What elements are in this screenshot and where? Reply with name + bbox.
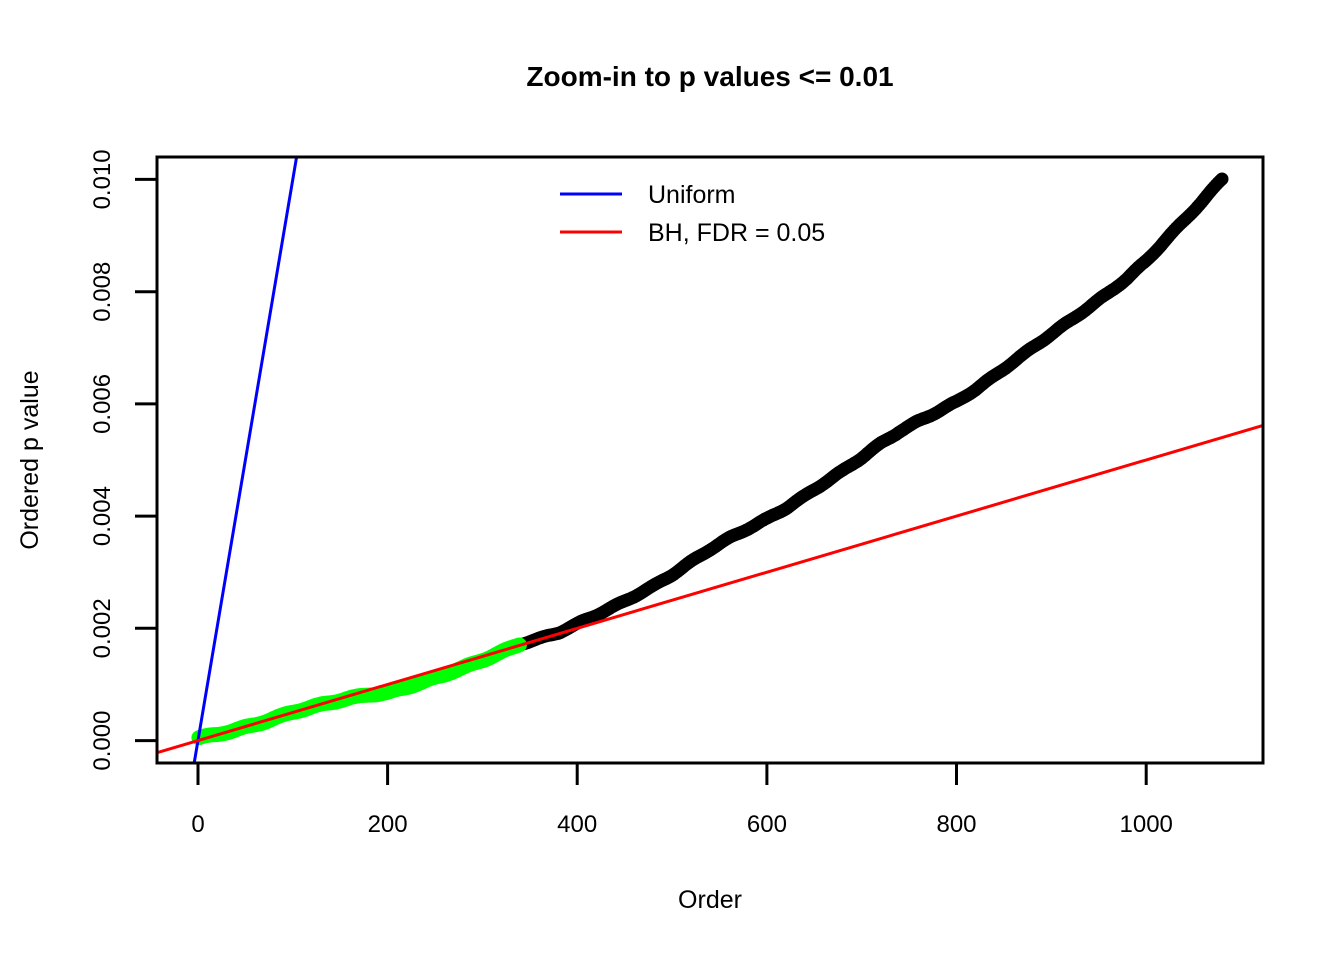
bh-threshold-line	[157, 423, 1263, 755]
y-tick-label: 0.006	[89, 374, 116, 434]
y-tick-label: 0.004	[89, 486, 116, 546]
x-tick-label: 800	[936, 811, 976, 838]
reference-lines	[157, 157, 1263, 763]
data-point	[1215, 172, 1229, 186]
y-tick-label: 0.002	[89, 598, 116, 658]
x-tick-label: 1000	[1120, 811, 1173, 838]
x-tick-label: 200	[368, 811, 408, 838]
plot-frame	[155, 155, 1265, 765]
y-axis-title: Ordered p value	[16, 370, 44, 549]
y-tick-label: 0.008	[89, 262, 116, 322]
uniform-reference-line	[192, 157, 299, 763]
legend-label: BH, FDR = 0.05	[648, 219, 825, 247]
x-axis-title: Order	[678, 886, 742, 914]
chart-title: Zoom-in to p values <= 0.01	[526, 61, 893, 92]
x-tick-label: 600	[747, 811, 787, 838]
x-tick-label: 400	[557, 811, 597, 838]
x-tick-label: 0	[191, 811, 204, 838]
y-tick-label: 0.010	[89, 149, 116, 209]
legend: Uniform BH, FDR = 0.05	[560, 181, 825, 247]
legend-label: Uniform	[648, 181, 736, 209]
y-axis: 0.000 0.002 0.004 0.006 0.008 0.010	[89, 149, 157, 771]
scatter-points	[191, 172, 1229, 746]
ordered-p-values-not-significant-points	[515, 172, 1229, 651]
y-tick-label: 0.000	[89, 711, 116, 771]
x-axis: 0 200 400 600 800 1000	[191, 763, 1173, 838]
